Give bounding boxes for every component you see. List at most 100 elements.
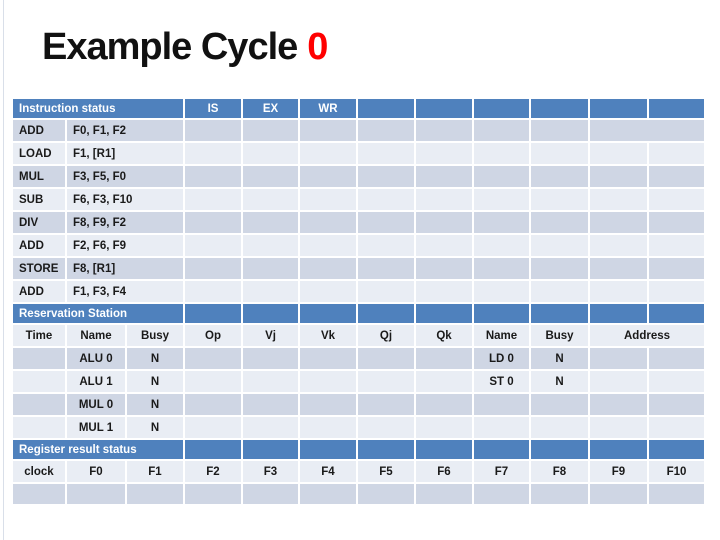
empty-cell	[416, 371, 472, 392]
empty-header-cell	[300, 304, 356, 323]
empty-cell	[358, 281, 414, 302]
empty-cell	[300, 258, 356, 279]
empty-cell	[243, 484, 298, 504]
instruction-status-header: Instruction status	[13, 99, 183, 118]
instruction-operands: F6, F3, F10	[67, 189, 183, 210]
rs-name-cell: ALU 1	[67, 371, 125, 392]
empty-cell	[531, 212, 588, 233]
empty-cell	[185, 166, 241, 187]
empty-cell	[243, 348, 298, 369]
empty-cell	[474, 189, 529, 210]
empty-cell	[416, 189, 472, 210]
rs-col-header-vk: Vk	[300, 325, 356, 346]
instruction-operands: F0, F1, F2	[67, 120, 183, 141]
empty-cell	[590, 484, 647, 504]
rs-name-cell: ALU 0	[67, 348, 125, 369]
instruction-row: ADD F2, F6, F9	[13, 235, 704, 256]
register-col-f10: F10	[649, 461, 704, 482]
empty-header-cell	[300, 440, 356, 459]
empty-header-cell	[358, 440, 414, 459]
empty-cell	[531, 143, 588, 164]
instruction-row: LOAD F1, [R1]	[13, 143, 704, 164]
empty-header-cell	[416, 99, 472, 118]
reservation-station-row: ALU 0 N LD 0 N	[13, 348, 704, 369]
buffer-name-cell: ST 0	[474, 371, 529, 392]
empty-header-cell	[531, 304, 588, 323]
rs-column-header-row: Time Name Busy Op Vj Vk Qj Qk Name Busy …	[13, 325, 704, 346]
empty-header-cell	[531, 440, 588, 459]
instruction-op: LOAD	[13, 143, 65, 164]
register-col-f3: F3	[243, 461, 298, 482]
empty-cell	[300, 394, 356, 415]
instruction-row: STORE F8, [R1]	[13, 258, 704, 279]
instruction-op: MUL	[13, 166, 65, 187]
empty-cell	[531, 484, 588, 504]
register-col-clock: clock	[13, 461, 65, 482]
empty-cell	[649, 212, 704, 233]
empty-cell	[358, 484, 414, 504]
reservation-station-header: Reservation Station	[13, 304, 183, 323]
empty-cell	[590, 235, 647, 256]
empty-cell	[358, 166, 414, 187]
rs-col-header-qj: Qj	[358, 325, 414, 346]
empty-header-cell	[185, 304, 241, 323]
instruction-row: ADD F0, F1, F2	[13, 120, 704, 141]
register-col-f1: F1	[127, 461, 183, 482]
empty-cell	[531, 166, 588, 187]
empty-header-cell	[243, 304, 298, 323]
empty-cell	[649, 484, 704, 504]
empty-cell	[243, 281, 298, 302]
instruction-row: SUB F6, F3, F10	[13, 189, 704, 210]
register-values-row	[13, 484, 704, 504]
empty-cell	[13, 484, 65, 504]
empty-cell	[416, 120, 472, 141]
empty-cell	[185, 212, 241, 233]
address-cell	[590, 348, 647, 369]
address-cell	[590, 417, 647, 438]
empty-header-cell	[243, 440, 298, 459]
tomasulo-scoreboard-table: Instruction status IS EX WR ADD F0, F1, …	[11, 97, 706, 506]
register-col-f8: F8	[531, 461, 588, 482]
empty-cell	[649, 143, 704, 164]
empty-cell	[243, 417, 298, 438]
empty-header-cell	[590, 304, 647, 323]
empty-cell	[185, 348, 241, 369]
empty-cell	[185, 235, 241, 256]
buffer-name-cell	[474, 394, 529, 415]
empty-cell	[590, 189, 647, 210]
address-cell	[649, 348, 704, 369]
register-col-f7: F7	[474, 461, 529, 482]
buffer-busy-cell: N	[531, 371, 588, 392]
rs-col-header-qk: Qk	[416, 325, 472, 346]
instruction-op: ADD	[13, 281, 65, 302]
rs-busy-cell: N	[127, 371, 183, 392]
address-cell	[590, 371, 647, 392]
ex-column-header: EX	[243, 99, 298, 118]
register-col-f6: F6	[416, 461, 472, 482]
address-cell	[649, 371, 704, 392]
register-col-f0: F0	[67, 461, 125, 482]
empty-cell	[358, 235, 414, 256]
empty-cell	[67, 484, 125, 504]
empty-cell	[416, 235, 472, 256]
empty-cell	[300, 417, 356, 438]
empty-header-cell	[590, 99, 647, 118]
empty-cell	[474, 120, 529, 141]
empty-cell	[185, 417, 241, 438]
instruction-op: STORE	[13, 258, 65, 279]
rs-time-cell	[13, 348, 65, 369]
reservation-station-row: ALU 1 N ST 0 N	[13, 371, 704, 392]
empty-cell	[649, 166, 704, 187]
empty-cell	[300, 212, 356, 233]
empty-cell	[300, 281, 356, 302]
rs-time-cell	[13, 371, 65, 392]
empty-cell	[474, 143, 529, 164]
empty-cell	[649, 189, 704, 210]
empty-cell	[358, 371, 414, 392]
instruction-operands: F2, F6, F9	[67, 235, 183, 256]
empty-header-cell	[649, 99, 704, 118]
register-col-f9: F9	[590, 461, 647, 482]
instruction-op: DIV	[13, 212, 65, 233]
instruction-row: ADD F1, F3, F4	[13, 281, 704, 302]
register-col-f5: F5	[358, 461, 414, 482]
